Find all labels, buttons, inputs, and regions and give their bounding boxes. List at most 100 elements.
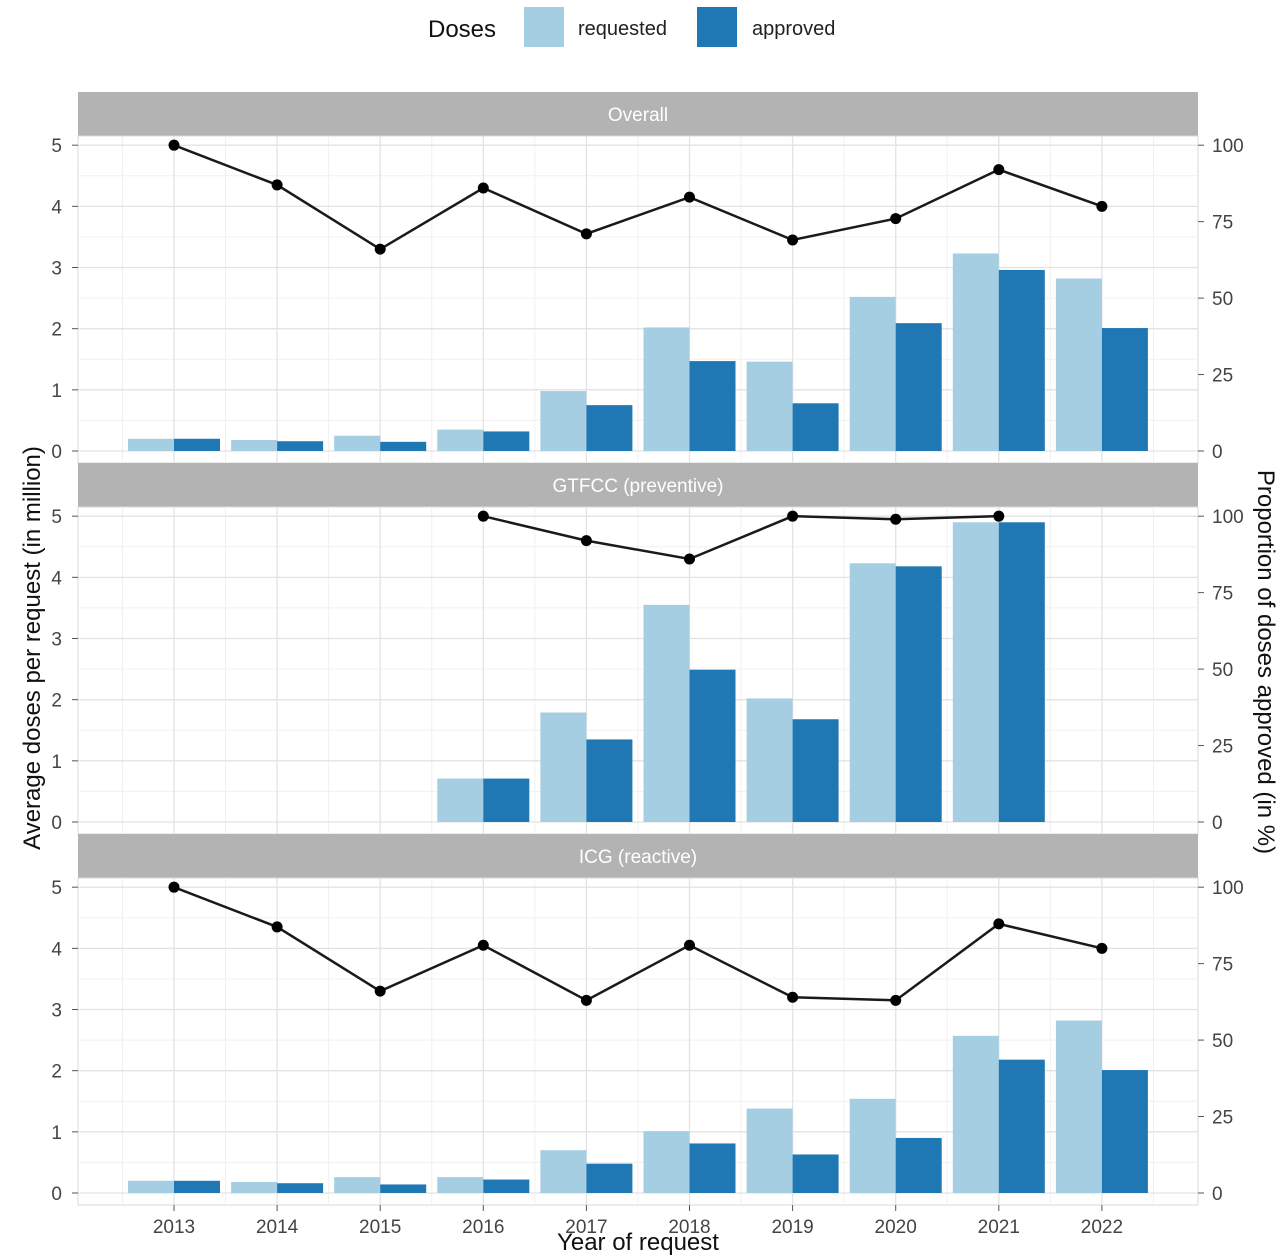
bar-approved: [895, 566, 942, 822]
bar-approved: [174, 438, 220, 451]
legend: Doses requested approved: [428, 7, 835, 47]
approval-point: [477, 939, 489, 951]
y-left-tick-label: 2: [51, 1062, 62, 1083]
bar-requested: [128, 1180, 174, 1193]
bar-requested: [952, 522, 999, 822]
approval-point: [580, 535, 592, 547]
bar-approved: [483, 431, 530, 451]
y-left-tick-label: 5: [51, 878, 62, 899]
legend-swatch-approved: [697, 7, 737, 47]
y-right-tick-label: 25: [1212, 366, 1233, 387]
x-tick-label: 2021: [978, 1217, 1020, 1238]
approval-point: [477, 510, 489, 522]
panel-strip: [78, 463, 1198, 507]
y-left-tick-label: 1: [51, 1123, 62, 1144]
legend-label-approved: approved: [752, 18, 835, 40]
y-axis-right-title: Proportion of doses approved (in %): [1252, 470, 1279, 854]
y-left-tick-label: 4: [51, 197, 62, 218]
bar-approved: [689, 1143, 736, 1193]
approval-point: [374, 243, 386, 255]
approval-point: [684, 939, 695, 951]
bar-approved: [1101, 1070, 1148, 1193]
y-left-tick-label: 3: [51, 1001, 62, 1022]
y-left-tick-label: 0: [51, 813, 62, 834]
x-tick-label: 2018: [668, 1217, 710, 1238]
approval-point: [890, 513, 902, 525]
y-right-tick-label: 0: [1212, 1184, 1223, 1205]
bar-approved: [380, 441, 427, 451]
bar-requested: [952, 1035, 999, 1193]
bar-requested: [643, 1131, 690, 1193]
x-axis: 2013 2014 2015 2016 2017 2018 2019 2020 2021 2022: [153, 1205, 1123, 1238]
x-tick-label: 2022: [1081, 1217, 1123, 1238]
approval-point: [271, 921, 283, 933]
y-right-tick-label: 50: [1212, 289, 1233, 310]
y-right-tick-label: 100: [1212, 878, 1244, 899]
panel-title: GTFCC (preventive): [552, 476, 723, 497]
panel-strip: [78, 834, 1198, 878]
y-right-tick-label: 0: [1212, 442, 1223, 463]
bar-approved: [792, 719, 839, 822]
bar-requested: [334, 435, 381, 451]
x-tick-label: 2019: [771, 1217, 813, 1238]
y-left-tick-label: 4: [51, 939, 62, 960]
y-right-tick-label: 100: [1212, 507, 1244, 528]
approval-point: [890, 994, 902, 1006]
bar-approved: [998, 1059, 1045, 1193]
bar-requested: [540, 1150, 587, 1193]
bar-requested: [643, 604, 690, 822]
bar-requested: [849, 1098, 896, 1193]
y-right-tick-label: 75: [1212, 955, 1233, 976]
approval-point: [168, 881, 180, 893]
bar-approved: [689, 361, 736, 451]
bar-requested: [643, 327, 690, 451]
bar-approved: [483, 778, 530, 822]
approval-point: [787, 991, 799, 1003]
bar-approved: [895, 323, 942, 451]
legend-title: Doses: [428, 16, 496, 43]
bar-approved: [792, 1154, 839, 1193]
approval-point: [580, 994, 592, 1006]
panel-strip: [78, 92, 1198, 136]
x-tick-label: 2015: [359, 1217, 401, 1238]
approval-point: [168, 139, 180, 151]
y-left-tick-label: 5: [51, 507, 62, 528]
bar-requested: [746, 698, 793, 822]
approval-point: [684, 553, 695, 565]
bar-requested: [540, 712, 587, 822]
approval-point: [477, 182, 489, 194]
approval-point: [787, 510, 799, 522]
panel-title: ICG (reactive): [579, 847, 697, 868]
y-right-tick-label: 100: [1212, 136, 1244, 157]
x-tick-label: 2020: [875, 1217, 917, 1238]
legend-label-requested: requested: [578, 18, 667, 40]
bar-approved: [483, 1179, 530, 1193]
bar-approved: [586, 739, 633, 822]
bar-approved: [895, 1137, 942, 1193]
approval-point: [890, 213, 902, 225]
y-right-tick-label: 50: [1212, 1031, 1233, 1052]
y-right-tick-label: 25: [1212, 1108, 1233, 1129]
y-left-tick-label: 5: [51, 136, 62, 157]
bar-approved: [586, 405, 633, 451]
bar-approved: [998, 269, 1045, 451]
bar-requested: [1055, 1020, 1102, 1193]
bar-requested: [746, 361, 793, 451]
bar-approved: [689, 669, 736, 822]
approval-point: [993, 164, 1005, 176]
y-left-tick-label: 0: [51, 1184, 62, 1205]
y-right-tick-label: 0: [1212, 813, 1223, 834]
y-left-tick-label: 2: [51, 320, 62, 341]
bar-requested: [540, 391, 587, 451]
y-left-tick-label: 3: [51, 259, 62, 280]
bar-requested: [952, 253, 999, 451]
y-left-tick-label: 1: [51, 381, 62, 402]
x-tick-label: 2014: [256, 1217, 299, 1238]
bar-approved: [380, 1184, 427, 1193]
bar-approved: [277, 441, 324, 451]
